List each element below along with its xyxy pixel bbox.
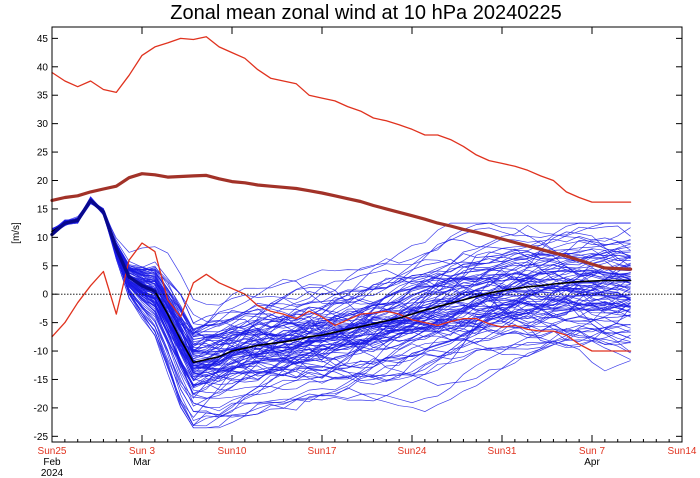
y-tick-label: -10 [34,347,49,358]
ensemble-member-line [51,199,631,378]
series-line-climatological-minimum [51,242,632,352]
ensemble-member-line [51,200,631,399]
y-tick-label: 20 [37,176,49,187]
ensemble-member-line [51,198,631,360]
ensemble-member-line [51,199,631,333]
ensemble-member-line [51,197,631,387]
ensemble-member-line [51,200,631,351]
y-tick-label: 25 [37,148,49,159]
ensemble-member-line [51,200,631,399]
x-tick-label: Sun25 [38,446,67,457]
plot-frame [51,26,683,443]
y-tick-label: 30 [37,119,49,130]
ensemble-member-line [51,200,631,429]
series-layer [50,36,633,364]
y-tick-label: -15 [34,375,49,386]
x-tick-label: Sun24 [398,446,427,457]
ensemble-member-line [51,202,631,335]
ensemble-member-line [51,196,631,407]
x-tick-label: Sun 7 [579,446,606,457]
ensemble-member-line [51,197,631,388]
ensemble-member-line [51,201,631,418]
y-tick-label: 35 [37,91,49,102]
y-axis: 45 40 35 30 25 20 15 10 5 0 -5 -10 -15 -20 -25 [34,34,682,443]
x-year-label: 2024 [41,468,64,478]
ensemble-member-line [51,202,631,348]
y-tick-label: 45 [37,34,49,45]
ensemble-members [51,196,631,429]
x-tick-label: Sun17 [308,446,337,457]
ensemble-member-line [51,197,631,394]
x-month-label: Apr [584,457,600,468]
ensemble-member-line [51,197,631,341]
ensemble-member-line [51,197,631,399]
ensemble-member-line [51,201,631,347]
x-month-label: Mar [133,457,151,468]
x-tick-label: Sun10 [218,446,247,457]
ensemble-member-line [51,200,631,365]
x-month-label: Feb [43,457,61,468]
ensemble-member-line [51,200,631,385]
ensemble-member-line [51,201,631,354]
y-tick-label: 15 [37,204,49,215]
y-tick-label: 40 [37,62,49,73]
y-tick-label: 10 [37,233,49,244]
chart-title: Zonal mean zonal wind at 10 hPa 20240225 [170,2,561,24]
x-tick-label: Sun14 [668,446,697,457]
series-line-analysis [50,198,157,293]
ensemble-member-line [51,199,631,378]
ensemble-member-line [51,199,631,427]
y-tick-label: -20 [34,403,49,414]
y-tick-label: -5 [39,318,48,329]
ensemble-member-line [51,200,631,372]
y-axis-label: [m/s] [11,222,22,244]
y-tick-label: -25 [34,432,49,443]
series-line-climatological-maximum [51,36,632,203]
series-line-climatological-mean [50,172,633,271]
ensemble-member-line [51,199,631,381]
y-tick-label: 5 [42,261,48,272]
x-tick-label: Sun 3 [129,446,156,457]
ensemble-member-line [51,197,631,353]
ensemble-member-line [51,198,631,412]
ensemble-member-line [51,199,631,383]
x-tick-label: Sun31 [488,446,517,457]
ensemble-member-line [51,200,631,366]
ensemble-member-line [51,199,631,366]
ensemble-member-line [51,201,631,422]
y-tick-label: 0 [42,290,48,301]
